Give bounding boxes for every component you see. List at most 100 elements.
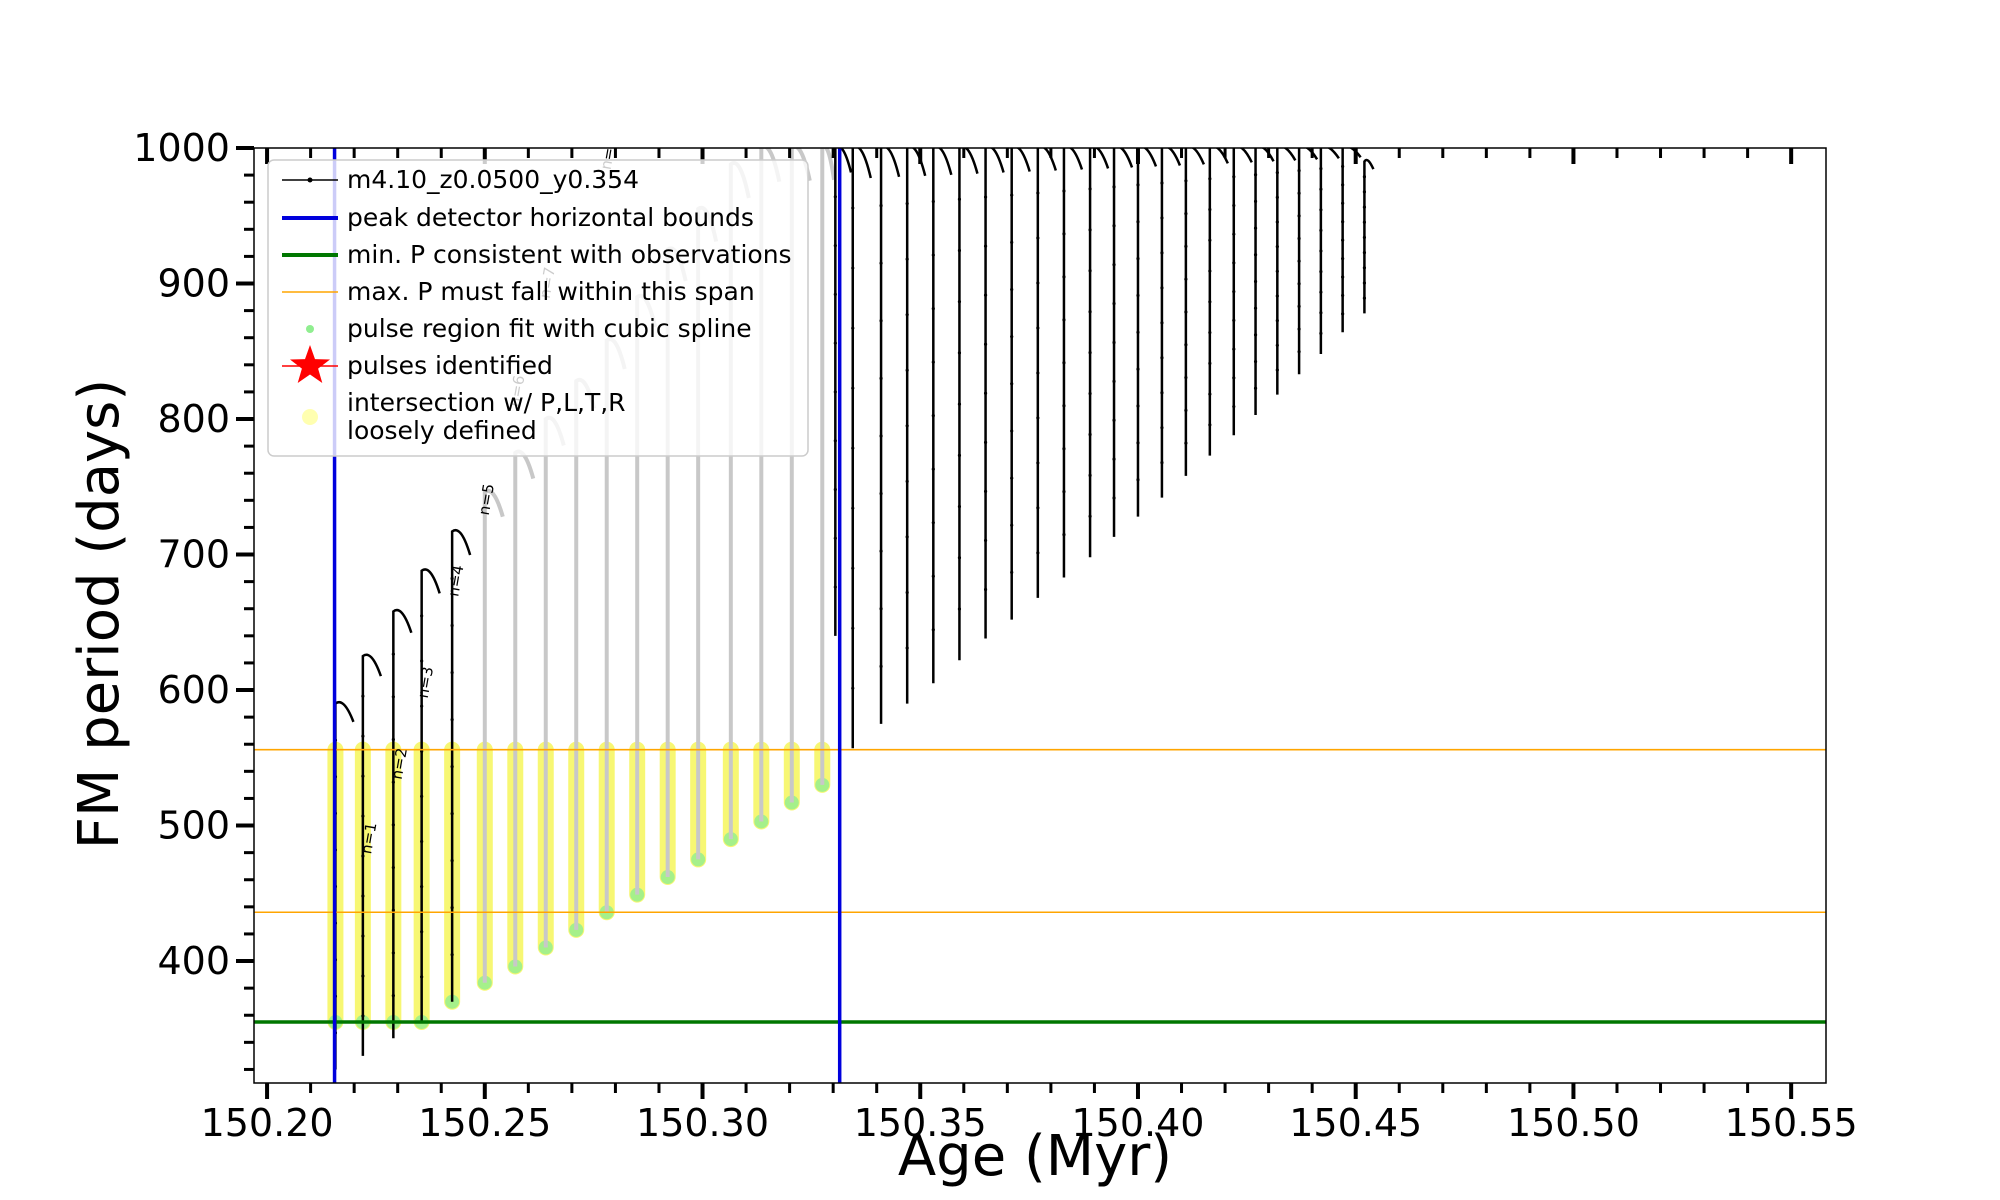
- track-marker: [1062, 404, 1066, 408]
- track-marker: [1112, 457, 1116, 461]
- track-marker: [450, 812, 454, 816]
- track-marker: [983, 195, 988, 199]
- track-marker: [905, 424, 909, 428]
- legend-swatch-dot: [306, 325, 314, 333]
- track-marker: [391, 865, 395, 870]
- x-tick-label: 150.40: [1071, 1101, 1204, 1145]
- track-marker: [1112, 224, 1116, 228]
- track-marker: [1136, 478, 1140, 482]
- track-marker: [1088, 187, 1092, 191]
- track-marker: [1232, 232, 1236, 236]
- track-marker: [1232, 203, 1236, 208]
- track-marker: [1319, 208, 1323, 212]
- track-marker: [1232, 318, 1236, 322]
- pulse-track: [851, 148, 872, 749]
- track-marker: [983, 587, 988, 592]
- track-marker: [1253, 386, 1258, 390]
- track-marker: [450, 906, 454, 910]
- pulse-track: [361, 653, 383, 1056]
- track-marker: [1253, 173, 1258, 177]
- track-marker: [1010, 429, 1014, 433]
- track-marker: [1232, 290, 1236, 294]
- track-marker: [1010, 193, 1014, 197]
- track-marker: [1136, 256, 1140, 261]
- track-marker: [1088, 310, 1092, 314]
- legend-swatch-star: [290, 345, 330, 383]
- track-marker: [1112, 185, 1116, 189]
- track-marker: [1184, 408, 1188, 412]
- track-marker: [1362, 220, 1367, 224]
- track-marker: [833, 390, 837, 394]
- track-marker: [931, 574, 935, 578]
- track-marker: [957, 197, 962, 201]
- track-marker: [1036, 281, 1040, 285]
- track-marker: [1319, 228, 1323, 232]
- track-marker: [1062, 275, 1066, 279]
- track-marker: [1208, 392, 1212, 396]
- track-marker: [851, 626, 855, 630]
- track-marker: [1010, 382, 1014, 386]
- track-marker: [957, 351, 962, 355]
- track-marker: [879, 376, 883, 380]
- track-marker: [1319, 290, 1323, 294]
- track-marker: [1253, 253, 1258, 257]
- x-axis-title: Age (Myr): [898, 1124, 1172, 1189]
- pulse-track: [482, 488, 505, 983]
- track-marker: [833, 487, 837, 492]
- pulse-track: [392, 608, 413, 1039]
- track-marker: [1232, 376, 1236, 380]
- track-marker: [833, 292, 837, 296]
- track-marker: [1062, 189, 1066, 193]
- track-marker: [1362, 266, 1367, 270]
- track-marker: [1341, 164, 1345, 169]
- legend-swatch-marker: [307, 177, 313, 183]
- track-marker: [361, 734, 365, 738]
- track-marker: [983, 440, 988, 444]
- pulse-track: [1254, 148, 1275, 415]
- pulse-track: [1297, 148, 1319, 375]
- pulse-number-label: n=5: [475, 482, 498, 516]
- legend-label: peak detector horizontal bounds: [347, 203, 754, 232]
- track-marker: [1010, 476, 1014, 480]
- pulse-number-label: n=2: [388, 747, 411, 781]
- track-marker: [1088, 432, 1092, 437]
- track-marker: [420, 794, 424, 799]
- x-tick-label: 150.35: [854, 1101, 987, 1145]
- track-marker: [1036, 416, 1040, 420]
- track-marker: [1184, 244, 1188, 248]
- track-marker: [1208, 238, 1212, 242]
- track-marker: [1362, 175, 1367, 179]
- track-marker: [1010, 240, 1014, 244]
- track-marker: [1341, 183, 1345, 187]
- track-marker: [931, 306, 935, 311]
- track-marker: [1010, 287, 1014, 292]
- y-tick-label: 800: [157, 397, 230, 441]
- track-marker: [833, 341, 837, 345]
- track-marker: [879, 549, 883, 553]
- track-marker: [879, 319, 883, 323]
- track-marker: [1208, 269, 1212, 273]
- track-marker: [1208, 361, 1212, 365]
- track-marker: [1160, 391, 1164, 395]
- legend-label: loosely defined: [347, 416, 537, 445]
- track-marker: [957, 556, 962, 560]
- track-marker: [1112, 301, 1116, 306]
- track-marker: [957, 402, 962, 406]
- track-marker: [983, 293, 988, 297]
- track-marker: [1275, 220, 1279, 224]
- track-marker: [1275, 368, 1279, 372]
- track-marker: [391, 951, 395, 955]
- track-marker: [391, 737, 395, 742]
- track-marker: [361, 974, 365, 978]
- track-marker: [957, 453, 962, 457]
- track-marker: [905, 479, 909, 483]
- track-marker: [905, 368, 909, 372]
- track-marker: [1341, 256, 1345, 261]
- track-marker: [1136, 367, 1140, 371]
- track-marker: [1136, 441, 1140, 445]
- track-marker: [905, 201, 909, 206]
- track-marker: [851, 506, 855, 510]
- x-tick-label: 150.45: [1289, 1101, 1422, 1145]
- track-marker: [1160, 181, 1164, 185]
- track-marker: [361, 934, 365, 938]
